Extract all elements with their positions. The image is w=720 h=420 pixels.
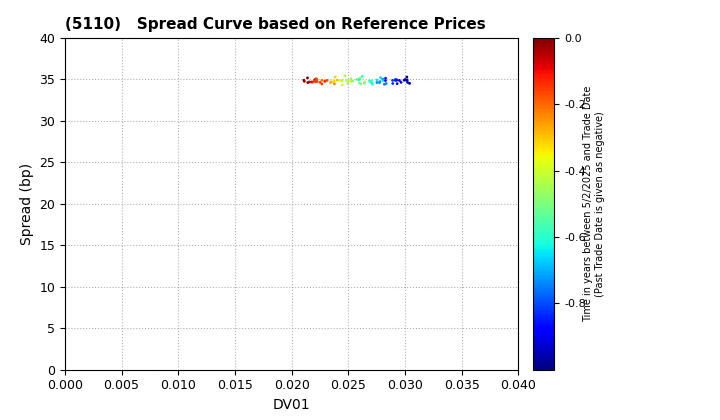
Point [378,77,390,84]
Point [380,75,392,81]
Point [341,77,353,84]
Point [387,77,398,84]
Point [345,78,356,84]
Point [387,80,398,87]
Point [401,76,413,83]
Point [404,80,415,87]
Point [353,76,364,83]
Point [302,74,313,81]
Point [328,78,340,84]
Point [329,74,341,80]
Point [372,79,383,86]
Point [394,77,405,84]
Text: (5110)   Spread Curve based on Reference Prices: (5110) Spread Curve based on Reference P… [65,18,485,32]
Point [395,79,407,86]
Point [366,81,378,87]
Point [311,76,323,83]
Point [354,75,366,81]
Point [351,76,362,83]
Point [299,78,310,85]
Point [398,77,410,84]
Point [333,77,345,84]
Point [325,79,337,85]
Point [364,79,376,85]
Point [328,81,340,87]
Point [311,79,323,85]
Point [392,80,403,87]
Point [298,77,310,84]
Point [311,76,323,82]
Point [345,75,356,82]
Point [319,78,330,84]
Point [307,79,318,85]
Point [391,77,402,84]
Point [310,76,321,82]
Point [356,73,368,80]
Point [390,77,401,84]
Point [359,79,371,85]
Point [391,76,402,83]
Point [401,74,413,80]
Point [336,81,348,88]
Point [339,73,351,79]
Point [342,80,354,87]
Point [402,79,413,86]
Point [316,81,328,87]
Point [354,79,365,86]
Point [379,81,390,88]
Point [366,80,378,87]
Point [374,79,385,86]
Point [310,78,321,85]
Point [380,80,392,87]
Point [328,78,339,85]
Point [355,81,366,87]
Point [316,77,328,84]
Point [325,79,336,86]
Point [354,76,365,83]
Point [347,78,359,84]
Point [309,77,320,84]
Y-axis label: Spread (bp): Spread (bp) [19,163,34,245]
Point [359,80,370,87]
Point [390,76,401,83]
Point [374,78,385,85]
X-axis label: DV01: DV01 [273,398,310,412]
Point [400,76,411,83]
Point [346,78,357,85]
Point [377,76,389,83]
Point [336,78,348,84]
Point [375,74,387,81]
Point [335,77,346,84]
Point [401,77,413,84]
Point [341,77,352,84]
Y-axis label: Time in years between 5/2/2025 and Trade Date
(Past Trade Date is given as negat: Time in years between 5/2/2025 and Trade… [583,86,605,322]
Point [314,79,325,86]
Point [364,77,375,84]
Point [321,77,333,84]
Point [366,77,377,84]
Point [319,78,330,85]
Point [302,79,313,86]
Point [305,79,317,85]
Point [379,77,391,84]
Point [310,77,321,84]
Point [372,76,383,83]
Point [303,79,315,85]
Point [332,77,343,84]
